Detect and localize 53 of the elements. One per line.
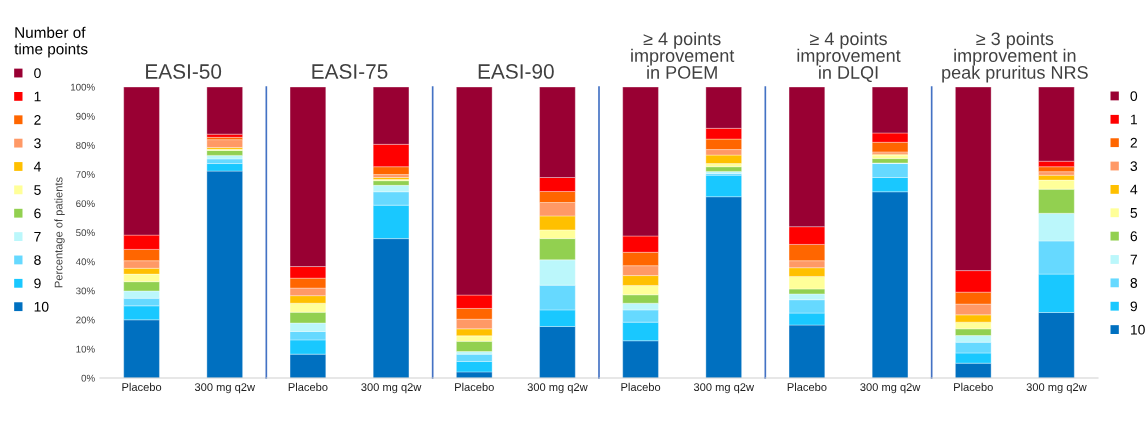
x-tick-label: 300 mg q2w xyxy=(693,383,755,394)
legend-label: 8 xyxy=(34,255,41,265)
legend-label: 10 xyxy=(1131,324,1145,335)
legend-label: 10 xyxy=(34,301,49,312)
y-tick-label: 20% xyxy=(76,316,95,324)
legend-label: 1 xyxy=(1131,114,1137,125)
chart-title: ≥ 4 points improvement in DLQI xyxy=(797,31,901,83)
chart-title: EASI-75 xyxy=(312,64,388,79)
legend-label: 9 xyxy=(34,278,41,289)
x-tick-label: 300 mg q2w xyxy=(361,383,422,394)
legend-label: 6 xyxy=(1130,231,1138,242)
legend-label: 2 xyxy=(34,114,41,125)
y-tick-label: 90% xyxy=(76,112,95,120)
legend-label: 8 xyxy=(1130,278,1138,288)
chart-title: ≥ 4 points improvement in POEM xyxy=(631,31,735,79)
x-tick-label: Placebo xyxy=(954,382,993,392)
legend-label: 9 xyxy=(1130,301,1138,312)
chart-title: ≥ 3 points improvement in peak pruritus NRS xyxy=(942,31,1088,83)
x-tick-label: Placebo xyxy=(455,382,494,392)
legend-label: 6 xyxy=(34,208,41,219)
y-tick-label: 100% xyxy=(71,83,95,91)
y-tick-label: 70% xyxy=(76,171,95,178)
x-tick-label: Placebo xyxy=(787,382,827,392)
legend-label: 4 xyxy=(1130,184,1138,195)
x-tick-label: 300 mg q2w xyxy=(860,383,921,394)
y-tick-label: 10% xyxy=(76,345,95,353)
x-tick-label: Placebo xyxy=(621,382,661,392)
legend-label: 0 xyxy=(34,68,41,79)
legend-label: 1 xyxy=(34,91,41,102)
legend-label: 4 xyxy=(33,161,41,172)
x-tick-label: Placebo xyxy=(122,382,162,392)
legend-label: 5 xyxy=(34,185,41,195)
legend-label: 0 xyxy=(1130,91,1138,101)
legend-label: 3 xyxy=(34,138,41,149)
chart-title: EASI-50 xyxy=(146,64,222,79)
x-tick-label: 300 mg q2w xyxy=(194,383,256,394)
x-tick-label: Placebo xyxy=(288,382,328,392)
legend-title: Number of time points xyxy=(14,26,88,58)
legend-label: 7 xyxy=(1130,254,1137,265)
y-tick-label: 50% xyxy=(76,229,95,237)
legend-label: 2 xyxy=(1130,137,1137,148)
chart-title: EASI-90 xyxy=(478,64,554,79)
legend-label: 7 xyxy=(34,231,41,242)
x-tick-label: 300 mg q2w xyxy=(527,383,588,394)
y-axis-title: Percentage of patients xyxy=(54,177,65,288)
y-tick-label: 40% xyxy=(75,258,95,266)
y-tick-label: 60% xyxy=(76,200,95,208)
y-tick-label: 80% xyxy=(76,141,95,149)
x-tick-label: 300 mg q2w xyxy=(1026,383,1087,394)
y-tick-label: 0% xyxy=(81,374,95,382)
legend-label: 5 xyxy=(1130,208,1138,218)
legend-label: 3 xyxy=(1130,161,1138,172)
y-tick-label: 30% xyxy=(76,287,95,295)
